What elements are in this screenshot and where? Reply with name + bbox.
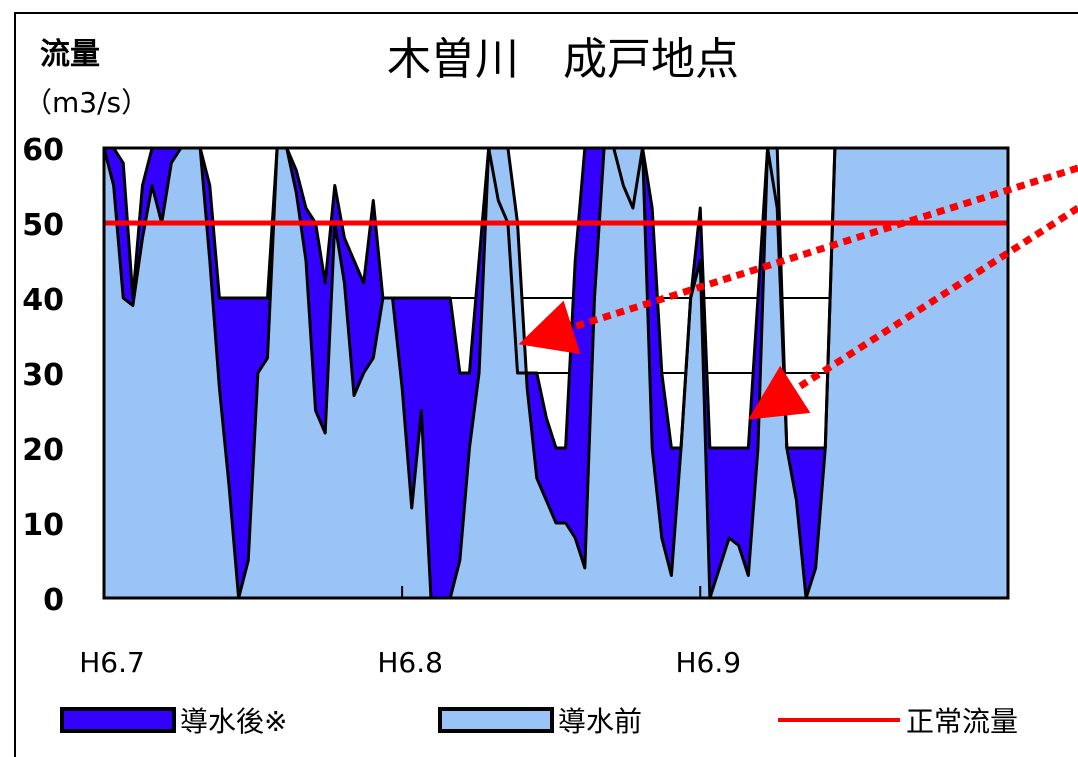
annotation-arrow [748, 205, 1078, 420]
y-tick-label: 10 [22, 508, 64, 543]
legend: 導水後※ 導水前 正常流量 [60, 705, 1018, 738]
legend-swatch-after [60, 707, 176, 733]
annotation-arrows [518, 164, 1078, 420]
y-tick-label: 40 [22, 283, 64, 318]
legend-label-reference: 正常流量 [906, 705, 1018, 738]
annotation-arrow [518, 164, 1078, 355]
y-tick-label: 20 [22, 433, 64, 468]
legend-label-before: 導水前 [558, 705, 642, 738]
plot-area [102, 146, 1010, 600]
series-before-area [104, 148, 1008, 598]
x-tick-label: H6.9 [675, 646, 741, 679]
y-tick-label: 50 [22, 208, 64, 243]
y-axis: 0 10 20 30 40 50 60 [22, 133, 64, 618]
x-tick-label: H6.8 [377, 646, 443, 679]
y-axis-label: 流量 [40, 37, 100, 72]
x-axis: H6.7 H6.8 H6.9 [79, 646, 741, 679]
legend-label-after: 導水後※ [180, 705, 287, 738]
x-tick-label: H6.7 [79, 646, 145, 679]
y-axis-unit: （m3/s） [24, 86, 149, 119]
y-tick-label: 60 [22, 133, 64, 168]
plot-border [102, 146, 1010, 600]
legend-swatch-before [438, 707, 554, 733]
chart-frame [14, 12, 1078, 757]
y-tick-label: 30 [22, 358, 64, 393]
chart-title: 木曽川 成戸地点 [387, 34, 739, 85]
y-tick-label: 0 [43, 583, 64, 618]
